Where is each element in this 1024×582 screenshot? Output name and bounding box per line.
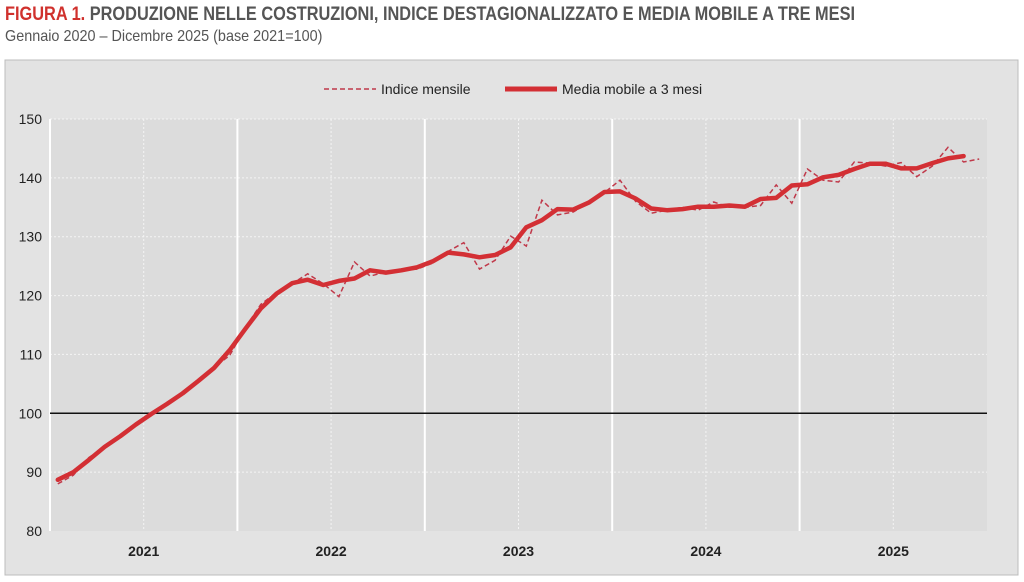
x-tick-label: 2021 <box>128 543 159 559</box>
title-text: PRODUZIONE NELLE COSTRUZIONI, INDICE DES… <box>89 4 856 25</box>
legend-label-monthly: Indice mensile <box>381 81 471 97</box>
y-tick-label: 140 <box>19 170 43 186</box>
legend-label-moving-average: Media mobile a 3 mesi <box>562 81 702 97</box>
x-axis: 2021 2022 2023 2024 2025 <box>128 543 909 559</box>
grid <box>49 118 987 531</box>
chart-title: FIGURA 1. PRODUZIONE NELLE COSTRUZIONI, … <box>5 4 855 26</box>
y-tick-label: 80 <box>26 523 42 539</box>
y-tick-label: 130 <box>19 229 43 245</box>
chart-subtitle: Gennaio 2020 – Dicembre 2025 (base 2021=… <box>5 28 323 45</box>
y-tick-label: 150 <box>19 111 43 127</box>
y-tick-label: 90 <box>26 464 42 480</box>
series-group <box>55 146 980 485</box>
x-tick-label: 2024 <box>690 543 721 559</box>
y-tick-label: 110 <box>20 346 43 362</box>
x-tick-label: 2022 <box>316 543 347 559</box>
figure-label: FIGURA 1. <box>5 4 86 25</box>
x-tick-label: 2025 <box>878 543 909 559</box>
x-tick-label: 2023 <box>503 543 534 559</box>
legend: Indice mensile Media mobile a 3 mesi <box>324 81 702 97</box>
y-tick-label: 120 <box>19 288 43 304</box>
series-line-moving-average <box>55 153 966 483</box>
y-tick-label: 100 <box>19 405 43 421</box>
y-axis: 80 90 100 110 120 130 140 150 <box>19 111 43 539</box>
